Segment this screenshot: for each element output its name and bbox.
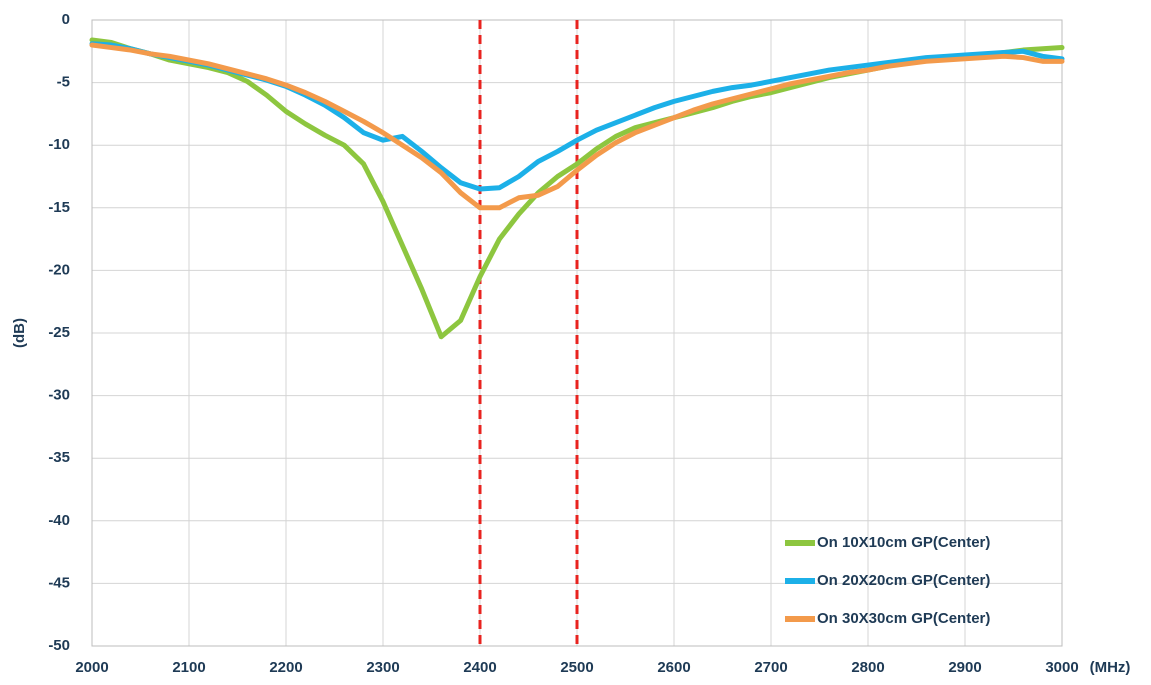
y-tick-label: -10: [48, 136, 70, 153]
y-tick-label: -35: [48, 449, 70, 466]
y-tick-label: -40: [48, 512, 70, 529]
y-tick-label: -25: [48, 324, 70, 341]
x-tick-label: 2000: [75, 659, 108, 676]
y-tick-label: 0: [62, 11, 70, 28]
x-tick-label: 3000: [1045, 659, 1078, 676]
y-tick-label: -45: [48, 574, 70, 591]
x-tick-label: 2500: [560, 659, 593, 676]
y-tick-label: -30: [48, 387, 70, 404]
y-tick-label: -5: [57, 74, 70, 91]
x-tick-label: 2300: [366, 659, 399, 676]
y-tick-label: -15: [48, 199, 70, 216]
x-tick-label: 2700: [754, 659, 787, 676]
y-tick-label: -20: [48, 261, 70, 278]
x-axis-label: (MHz): [1090, 659, 1131, 676]
x-tick-label: 2100: [172, 659, 205, 676]
x-tick-label: 2200: [269, 659, 302, 676]
x-tick-label: 2800: [851, 659, 884, 676]
x-tick-label: 2400: [463, 659, 496, 676]
y-axis-label: (dB): [11, 318, 28, 348]
series-line: [89, 42, 1065, 211]
legend-label: On 20X20cm GP(Center): [817, 572, 990, 589]
y-tick-label: -50: [48, 637, 70, 654]
x-tick-label: 2600: [657, 659, 690, 676]
legend-label: On 10X10cm GP(Center): [817, 534, 990, 551]
x-tick-label: 2900: [948, 659, 981, 676]
legend-label: On 30X30cm GP(Center): [817, 610, 990, 627]
